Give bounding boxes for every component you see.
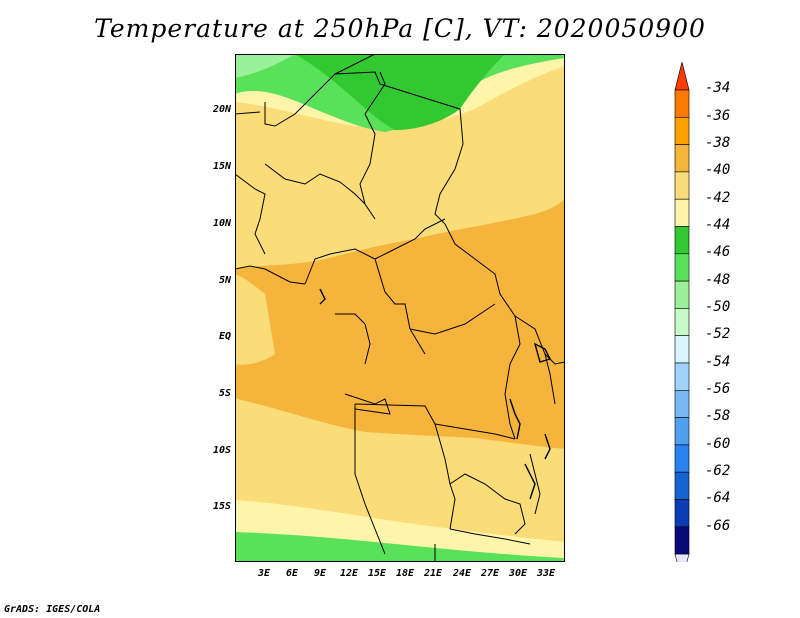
colorbar-label: -62 — [705, 463, 731, 479]
colorbar-box — [674, 198, 690, 227]
lon-label-18e: 18E — [395, 568, 415, 579]
colorbar-box — [674, 362, 690, 391]
colorbar-label: -44 — [705, 217, 731, 233]
colorbar-label: -34 — [705, 80, 731, 96]
colorbar-label: -46 — [705, 244, 731, 260]
colorbar-label: -60 — [705, 436, 731, 452]
colorbar — [674, 62, 690, 562]
colorbar-box — [674, 144, 690, 173]
lon-label-24e: 24E — [452, 568, 472, 579]
colorbar-box — [674, 335, 690, 364]
lon-label-21e: 21E — [423, 568, 443, 579]
lat-label-5n: 5N — [218, 275, 231, 286]
colorbar-box — [674, 389, 690, 418]
colorbar-label: -54 — [705, 354, 731, 370]
field-north-light-green — [235, 54, 295, 78]
colorbar-label: -66 — [705, 518, 731, 534]
colorbar-box — [674, 226, 690, 255]
lat-label-10s: 10S — [212, 445, 231, 456]
lon-label-6e: 6E — [285, 568, 299, 579]
colorbar-label: -38 — [705, 135, 731, 151]
lon-label-30e: 30E — [508, 568, 528, 579]
colorbar-label: -48 — [705, 272, 731, 288]
colorbar-label: -50 — [705, 299, 731, 315]
field-central-band — [235, 199, 565, 449]
colorbar-cap-bottom — [674, 553, 690, 562]
colorbar-box — [674, 253, 690, 282]
lon-label-27e: 27E — [480, 568, 500, 579]
field-east-patch — [485, 214, 565, 284]
lon-label-33e: 33E — [536, 568, 556, 579]
lon-label-3e: 3E — [257, 568, 271, 579]
lat-label-5s: 5S — [218, 388, 231, 399]
colorbar-box — [674, 471, 690, 500]
colorbar-box — [674, 526, 690, 555]
lon-label-12e: 12E — [339, 568, 359, 579]
lon-label-9e: 9E — [313, 568, 327, 579]
field-south-green — [235, 532, 565, 562]
colorbar-label: -36 — [705, 108, 731, 124]
lat-label-15n: 15N — [212, 161, 231, 172]
colorbar-label: -58 — [705, 408, 731, 424]
colorbar-box — [674, 171, 690, 200]
field-west-pocket — [235, 274, 275, 365]
colorbar-box — [674, 116, 690, 145]
map-title: Temperature at 250hPa [C], VT: 202005090… — [94, 14, 706, 43]
lat-label-eq: EQ — [218, 331, 231, 342]
lat-label-15s: 15S — [212, 501, 231, 512]
country-borders — [235, 54, 565, 562]
colorbar-box — [674, 444, 690, 473]
lon-label-15e: 15E — [367, 568, 387, 579]
colorbar-box — [674, 499, 690, 528]
lat-label-10n: 10N — [212, 218, 231, 229]
grads-credit: GrADS: IGES/COLA — [4, 604, 101, 615]
lat-label-20n: 20N — [212, 104, 231, 115]
lakes — [319, 288, 551, 500]
colorbar-label: -52 — [705, 326, 731, 342]
colorbar-label: -56 — [705, 381, 731, 397]
colorbar-box — [674, 280, 690, 309]
colorbar-label: -40 — [705, 162, 731, 178]
colorbar-box — [674, 89, 690, 118]
colorbar-box — [674, 308, 690, 336]
colorbar-label: -64 — [705, 490, 731, 506]
temperature-map — [235, 54, 565, 562]
colorbar-box — [674, 417, 690, 446]
colorbar-label: -42 — [705, 190, 731, 206]
map-frame — [235, 54, 565, 562]
colorbar-cap-top — [674, 62, 690, 91]
